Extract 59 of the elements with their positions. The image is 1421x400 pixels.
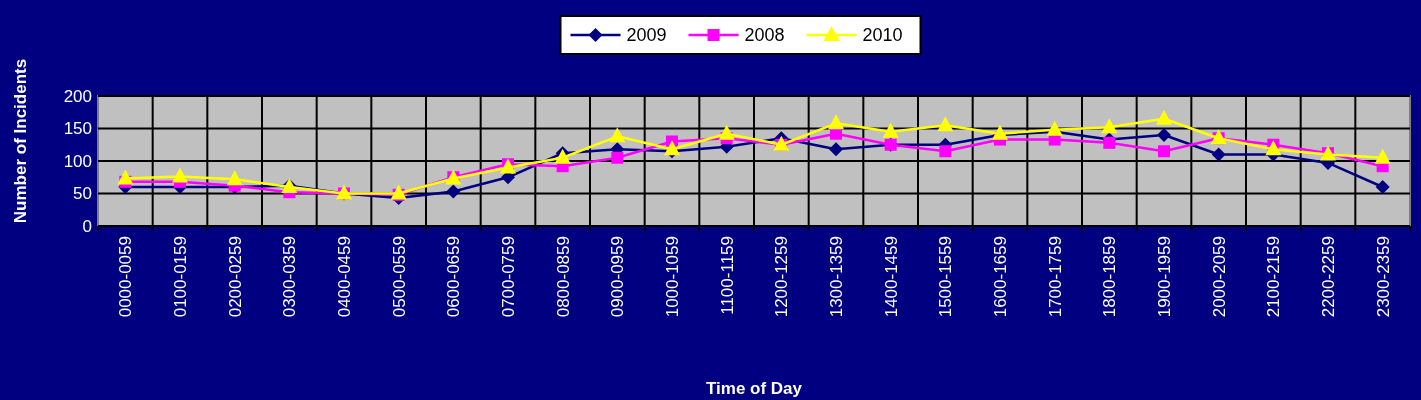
- point: [664, 140, 680, 156]
- x-tick-label: 2200-2259: [1319, 236, 1338, 318]
- point: [117, 169, 134, 185]
- x-tick-label: 2000-2059: [1209, 236, 1229, 318]
- point: [446, 184, 461, 199]
- x-tick-label: 1100-1159: [717, 236, 737, 315]
- legend-label: 2010: [862, 25, 903, 46]
- point: [1374, 148, 1391, 164]
- legend-label: 2008: [744, 25, 785, 46]
- point: [609, 127, 626, 143]
- point: [172, 167, 188, 183]
- x-tick-label: 1200-1259: [772, 236, 792, 318]
- y-tick-label: 50: [73, 184, 92, 204]
- point: [1265, 140, 1282, 156]
- legend-label: 2009: [626, 25, 667, 46]
- x-tick-label: 2300-2359: [1373, 236, 1393, 318]
- y-tick-label: 0: [82, 216, 92, 236]
- x-tick-label: 1500-1559: [936, 236, 956, 318]
- y-tick-label: 150: [63, 119, 92, 139]
- x-tick-label: 0900-0959: [608, 236, 628, 318]
- x-tick-label: 1300-1359: [827, 236, 846, 318]
- x-tick-label: 0600-0659: [444, 236, 464, 318]
- y-tick-label: 100: [63, 151, 92, 171]
- x-tick-label: 0500-0559: [389, 236, 409, 318]
- x-tick-label: 1700-1759: [1045, 236, 1065, 318]
- x-tick-label: 0200-0259: [225, 236, 245, 318]
- point: [226, 170, 243, 186]
- x-tick-label: 1900-1959: [1155, 236, 1174, 318]
- point: [992, 124, 1008, 140]
- point: [1375, 180, 1390, 194]
- point: [1046, 120, 1063, 136]
- x-tick-label: 0000-0059: [116, 236, 136, 318]
- point: [1103, 136, 1116, 149]
- point: [390, 184, 407, 200]
- x-tick-label: 0800-0859: [553, 236, 573, 318]
- x-tick-label: 2100-2159: [1264, 236, 1284, 318]
- x-tick-label: 0300-0359: [280, 236, 300, 318]
- point: [1157, 128, 1171, 142]
- point: [882, 122, 899, 138]
- x-tick-label: 1000-1059: [663, 236, 682, 318]
- point: [718, 124, 735, 140]
- y-tick-label: 200: [63, 86, 92, 106]
- x-tick-label: 1800-1859: [1100, 236, 1120, 318]
- point: [1211, 147, 1226, 162]
- point: [828, 114, 844, 130]
- y-axis-title: Number of Incidents: [11, 58, 30, 224]
- x-tick-label: 1600-1659: [991, 236, 1010, 318]
- point: [1158, 145, 1170, 158]
- x-tick-label: 0400-0459: [335, 236, 354, 318]
- x-tick-label: 0700-0759: [499, 236, 518, 318]
- x-axis-title: Time of Day: [705, 379, 803, 398]
- point: [939, 145, 952, 158]
- point: [611, 151, 624, 164]
- x-tick-label: 1400-1459: [881, 236, 901, 318]
- point: [1101, 118, 1118, 134]
- point: [937, 116, 954, 132]
- x-tick-label: 0100-0159: [171, 236, 190, 318]
- point: [1156, 109, 1172, 125]
- point: [829, 142, 843, 157]
